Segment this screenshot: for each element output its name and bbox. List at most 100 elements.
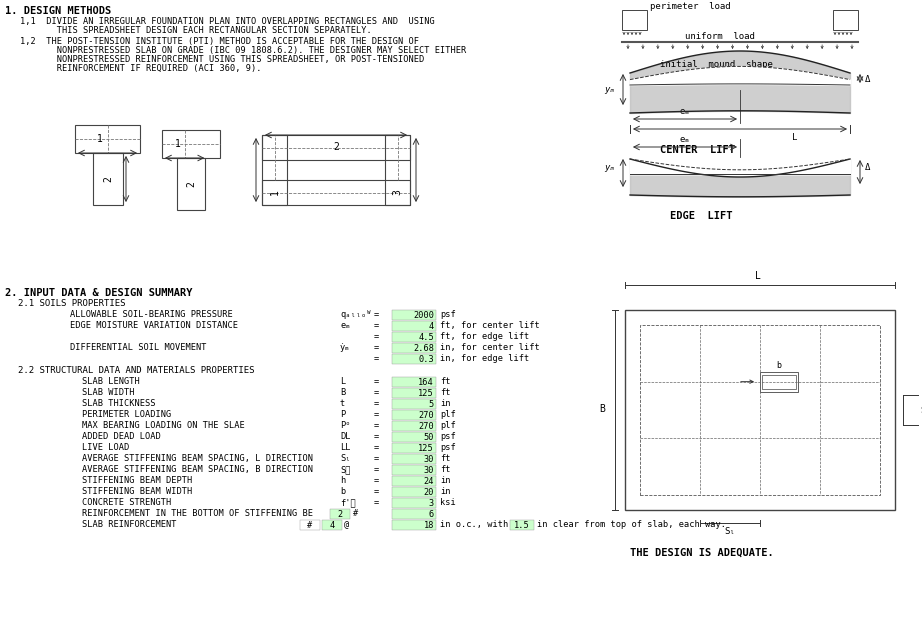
Text: EDGE MOISTURE VARIATION DISTANCE: EDGE MOISTURE VARIATION DISTANCE	[70, 321, 238, 330]
Bar	[330, 509, 350, 519]
Text: 2: 2	[333, 142, 339, 153]
Bar	[322, 520, 342, 530]
Text: 2: 2	[337, 510, 343, 519]
Text: in, for center lift: in, for center lift	[440, 343, 539, 352]
Text: CENTER  LIFT: CENTER LIFT	[660, 145, 735, 155]
Text: ft: ft	[440, 377, 451, 386]
Text: ft, for edge lift: ft, for edge lift	[440, 332, 529, 341]
Text: ft: ft	[440, 388, 451, 397]
Text: psf: psf	[440, 443, 455, 452]
Text: 30: 30	[423, 466, 434, 475]
Text: AVERAGE STIFFENING BEAM SPACING, B DIRECTION: AVERAGE STIFFENING BEAM SPACING, B DIREC…	[82, 465, 313, 474]
Text: =: =	[373, 421, 379, 430]
Text: =: =	[373, 332, 379, 341]
Text: L: L	[754, 271, 761, 281]
Bar	[625, 310, 895, 510]
Bar	[762, 375, 796, 388]
Text: B: B	[599, 404, 605, 415]
Text: 18: 18	[423, 521, 434, 530]
Text: yₘ: yₘ	[604, 163, 615, 172]
Bar	[262, 135, 410, 160]
Text: =: =	[373, 465, 379, 474]
Text: NONPRESTRESSED SLAB ON GRADE (IBC 09 1808.6.2). THE DESIGNER MAY SELECT EITHER: NONPRESTRESSED SLAB ON GRADE (IBC 09 180…	[20, 46, 467, 55]
Text: in: in	[440, 476, 451, 485]
Bar	[93, 153, 123, 205]
Text: 4: 4	[429, 322, 434, 331]
Text: STIFFENING BEAM DEPTH: STIFFENING BEAM DEPTH	[82, 476, 193, 485]
Text: 270: 270	[419, 422, 434, 431]
Text: f'ᴄ: f'ᴄ	[340, 498, 356, 507]
Text: =: =	[373, 354, 379, 363]
Bar	[510, 520, 534, 530]
Bar	[392, 421, 436, 431]
Text: 4: 4	[329, 521, 335, 530]
Text: =: =	[373, 476, 379, 485]
Text: Sᴃ: Sᴃ	[920, 406, 922, 415]
Bar	[392, 487, 436, 497]
Text: plf: plf	[440, 421, 455, 430]
Bar	[392, 332, 436, 342]
Text: THIS SPREADSHEET DESIGN EACH RECTANGULAR SECTION SEPARATELY.: THIS SPREADSHEET DESIGN EACH RECTANGULAR…	[20, 26, 372, 35]
Bar	[392, 520, 436, 530]
Text: 1: 1	[97, 134, 102, 144]
Text: Δ: Δ	[865, 74, 870, 83]
Text: 2000: 2000	[413, 311, 434, 320]
Text: in o.c., with: in o.c., with	[440, 520, 508, 529]
Text: 1,1  DIVIDE AN IRREGULAR FOUNDATION PLAN INTO OVERLAPPING RECTANGLES AND  USING: 1,1 DIVIDE AN IRREGULAR FOUNDATION PLAN …	[20, 17, 435, 26]
Text: EDGE  LIFT: EDGE LIFT	[670, 211, 732, 221]
Text: ft, for center lift: ft, for center lift	[440, 321, 539, 330]
Bar	[392, 343, 436, 353]
Text: =: =	[373, 498, 379, 507]
Text: PERIMETER LOADING: PERIMETER LOADING	[82, 410, 171, 419]
Text: 270: 270	[419, 411, 434, 420]
Bar	[833, 10, 858, 30]
Text: 125: 125	[419, 389, 434, 398]
Bar	[392, 321, 436, 331]
Text: SLAB THICKNESS: SLAB THICKNESS	[82, 399, 156, 408]
Bar	[300, 520, 320, 530]
Bar	[177, 158, 205, 210]
Text: eₘ: eₘ	[680, 135, 691, 144]
Text: 50: 50	[423, 433, 434, 442]
Text: 0.3: 0.3	[419, 355, 434, 364]
Text: 2.68: 2.68	[413, 344, 434, 353]
Bar	[392, 454, 436, 464]
Text: Sₗ: Sₗ	[340, 454, 350, 463]
Text: 125: 125	[419, 444, 434, 453]
Text: b: b	[340, 487, 345, 496]
Text: AVERAGE STIFFENING BEAM SPACING, L DIRECTION: AVERAGE STIFFENING BEAM SPACING, L DIREC…	[82, 454, 313, 463]
Text: Δ: Δ	[865, 163, 870, 172]
Bar	[392, 443, 436, 453]
Text: P: P	[340, 410, 345, 419]
Text: perimeter  load: perimeter load	[650, 2, 730, 11]
Text: STIFFENING BEAM WIDTH: STIFFENING BEAM WIDTH	[82, 487, 193, 496]
Text: =: =	[373, 443, 379, 452]
Text: ADDED DEAD LOAD: ADDED DEAD LOAD	[82, 432, 160, 441]
Text: 3: 3	[429, 499, 434, 508]
Bar	[392, 476, 436, 486]
Text: 20: 20	[423, 488, 434, 497]
Text: @: @	[344, 520, 349, 529]
Bar	[262, 135, 287, 205]
Text: =: =	[373, 310, 379, 319]
Text: 2: 2	[103, 176, 113, 182]
Text: =: =	[373, 377, 379, 386]
Bar	[760, 372, 798, 392]
Text: 30: 30	[423, 455, 434, 464]
Text: psf: psf	[440, 432, 455, 441]
Text: ft: ft	[440, 454, 451, 463]
Bar	[392, 377, 436, 387]
Bar	[392, 388, 436, 398]
Text: =: =	[373, 432, 379, 441]
Text: DIFFERENTIAL SOIL MOVEMENT: DIFFERENTIAL SOIL MOVEMENT	[70, 343, 207, 352]
Text: qₐₗₗₒᵂ: qₐₗₗₒᵂ	[340, 310, 372, 319]
Text: THE DESIGN IS ADEQUATE.: THE DESIGN IS ADEQUATE.	[630, 548, 774, 558]
Text: SLAB REINFORCEMENT: SLAB REINFORCEMENT	[82, 520, 176, 529]
Text: yₘ: yₘ	[604, 85, 615, 94]
Text: in: in	[440, 399, 451, 408]
Bar	[385, 135, 410, 205]
Text: L: L	[340, 377, 345, 386]
Bar	[75, 125, 140, 153]
Text: DL: DL	[340, 432, 350, 441]
Text: NONPRESTRESSED REINFORCEMENT USING THIS SPREADSHEET, OR POST-TENSIONED: NONPRESTRESSED REINFORCEMENT USING THIS …	[20, 55, 424, 64]
